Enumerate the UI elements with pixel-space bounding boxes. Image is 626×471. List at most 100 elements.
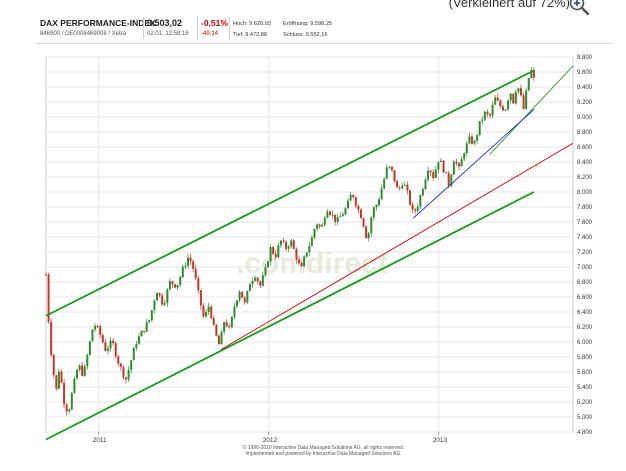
candle-body bbox=[241, 291, 244, 298]
candle-body bbox=[78, 365, 81, 371]
header-divider bbox=[229, 17, 230, 39]
candle-body bbox=[254, 277, 257, 281]
candle-body bbox=[331, 214, 334, 216]
candle-body bbox=[163, 303, 166, 305]
candle-body bbox=[236, 300, 239, 307]
candle-body bbox=[408, 190, 411, 205]
candle-body bbox=[357, 206, 360, 210]
candle-body bbox=[403, 184, 406, 186]
candle-body bbox=[176, 284, 179, 288]
candle-body bbox=[189, 257, 192, 262]
candle-body bbox=[99, 326, 102, 335]
index-identifiers: 846900 / DE0008469008 / Xetra bbox=[40, 31, 127, 37]
candle-body bbox=[532, 70, 535, 78]
candle-body bbox=[316, 224, 319, 229]
price-timestamp: 02.01. 12:58:16 bbox=[147, 31, 189, 37]
candle-body bbox=[50, 321, 53, 355]
candle-body bbox=[499, 100, 502, 107]
candle-body bbox=[401, 185, 404, 189]
y-tick-label: 8.800 bbox=[577, 130, 593, 136]
candle-body bbox=[205, 312, 208, 317]
candle-body bbox=[168, 281, 171, 290]
candle-body bbox=[525, 90, 528, 109]
y-tick-label: 5.000 bbox=[577, 415, 593, 421]
line-channel-lower bbox=[45, 191, 535, 441]
candle-body bbox=[83, 366, 86, 376]
y-tick-label: 6.800 bbox=[577, 280, 593, 286]
candle-body bbox=[282, 240, 285, 242]
stat-close: Schluss: 9.552,16 bbox=[283, 32, 328, 38]
candle-body bbox=[501, 106, 504, 111]
y-tick-label: 9.400 bbox=[577, 85, 593, 91]
candle-body bbox=[57, 371, 60, 389]
candle-body bbox=[161, 295, 164, 305]
candle-body bbox=[277, 245, 280, 258]
y-tick-label: 9.800 bbox=[577, 55, 593, 61]
magnifier-plus-icon[interactable] bbox=[568, 0, 590, 16]
candle-body bbox=[481, 119, 484, 122]
candle-body bbox=[217, 335, 220, 345]
candle-body bbox=[344, 208, 347, 215]
candle-body bbox=[228, 326, 231, 328]
candle-body bbox=[372, 207, 375, 218]
line-trend-blue bbox=[412, 109, 535, 219]
copyright-note: © 1996-2010 Interactive Data Managed Sol… bbox=[236, 445, 411, 457]
candle-body bbox=[297, 259, 300, 264]
candle-body bbox=[88, 341, 91, 355]
candle-body bbox=[55, 375, 58, 389]
candle-body bbox=[468, 136, 471, 144]
y-tick-label: 6.600 bbox=[577, 295, 593, 301]
candle-body bbox=[473, 140, 476, 144]
candle-body bbox=[305, 252, 308, 257]
y-tick-label: 7.600 bbox=[577, 220, 593, 226]
candle-body bbox=[419, 195, 422, 207]
candle-body bbox=[489, 113, 492, 116]
candle-body bbox=[94, 325, 97, 330]
candle-body bbox=[212, 317, 215, 325]
candle-body bbox=[385, 167, 388, 179]
candle-body bbox=[225, 322, 228, 327]
candle-body bbox=[318, 224, 321, 227]
candle-body bbox=[233, 306, 236, 317]
candle-body bbox=[465, 143, 468, 154]
candle-body bbox=[81, 365, 84, 376]
candle-body bbox=[73, 378, 76, 393]
y-tick-label: 9.600 bbox=[577, 70, 593, 76]
candle-body bbox=[414, 209, 417, 211]
candle-body bbox=[530, 70, 533, 79]
candle-body bbox=[197, 278, 200, 291]
candle-body bbox=[507, 100, 510, 110]
candle-body bbox=[127, 369, 130, 380]
candle-body bbox=[445, 172, 448, 174]
candle-body bbox=[349, 194, 352, 201]
candle-body bbox=[117, 356, 120, 364]
y-tick-label: 9.000 bbox=[577, 115, 593, 121]
candle-body bbox=[388, 166, 391, 168]
candle-body bbox=[378, 199, 381, 206]
y-tick-label: 7.000 bbox=[577, 265, 593, 271]
candle-body bbox=[274, 253, 277, 258]
candle-body bbox=[279, 240, 282, 246]
candle-body bbox=[259, 281, 262, 286]
candle-body bbox=[150, 310, 153, 321]
candle-body bbox=[359, 209, 362, 219]
candle-body bbox=[447, 172, 450, 186]
candle-body bbox=[272, 247, 275, 254]
candle-body bbox=[375, 205, 378, 208]
candle-body bbox=[509, 93, 512, 101]
y-tick-label: 6.200 bbox=[577, 325, 593, 331]
candle-body bbox=[104, 342, 107, 351]
candle-body bbox=[220, 331, 223, 345]
candle-body bbox=[63, 382, 66, 405]
candle-body bbox=[261, 275, 264, 286]
candle-body bbox=[248, 284, 251, 291]
candle-body bbox=[148, 320, 151, 323]
candle-body bbox=[285, 241, 288, 249]
candle-body bbox=[75, 370, 78, 379]
index-name: DAX PERFORMANCE-INDEX bbox=[40, 18, 156, 28]
candle-body bbox=[496, 97, 499, 101]
candle-body bbox=[91, 329, 94, 342]
candle-body bbox=[202, 305, 205, 317]
copyright-line: © 1996-2010 Interactive Data Managed Sol… bbox=[242, 445, 405, 451]
candle-body bbox=[292, 240, 295, 249]
